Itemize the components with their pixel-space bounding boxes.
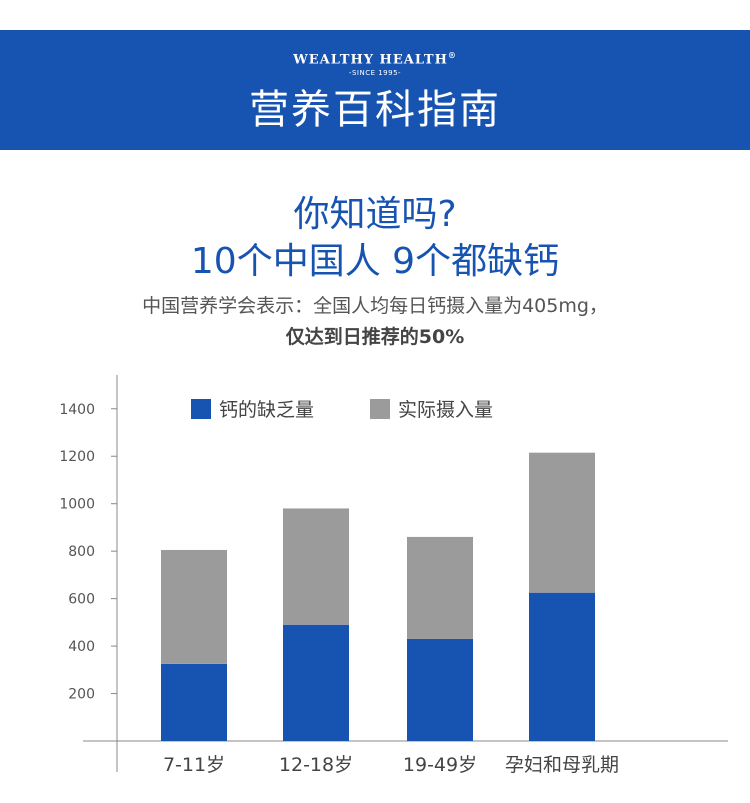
bar-intake-3 (407, 536, 473, 639)
bar-deficiency-3 (407, 638, 473, 741)
subtitle-line-2: 仅达到日推荐的50% (285, 326, 465, 348)
y-tick-label: 1200 (59, 449, 95, 465)
y-tick-label: 1400 (59, 402, 95, 418)
bar-deficiency-4 (529, 592, 595, 741)
legend-label: 实际摄入量 (398, 399, 493, 421)
banner-title: 营养百科指南 (249, 87, 501, 133)
legend-swatch (370, 399, 390, 419)
headline-question: 你知道吗? (293, 194, 457, 235)
subtitle-line-1: 中国营养学会表示：全国人均每日钙摄入量为405mg， (142, 295, 608, 317)
brand-logo: WEALTHY HEALTH® (0, 50, 750, 67)
brand-since: -SINCE 1995- (348, 69, 402, 77)
y-tick-label: 200 (68, 687, 95, 703)
bar-intake-1 (161, 549, 227, 664)
y-tick-label: 400 (68, 639, 95, 655)
headline-statement: 10个中国人 9个都缺钙 (190, 241, 560, 282)
header-banner (0, 30, 750, 150)
x-tick-label: 12-18岁 (279, 754, 353, 776)
bar-deficiency-1 (161, 663, 227, 741)
x-tick-label: 7-11岁 (163, 754, 225, 776)
y-tick-label: 600 (68, 592, 95, 608)
x-tick-label: 孕妇和母乳期 (505, 754, 619, 776)
brand-name: WEALTHY HEALTH (293, 52, 448, 68)
bar-deficiency-2 (283, 624, 349, 741)
legend-label: 钙的缺乏量 (219, 399, 314, 421)
bar-intake-4 (529, 452, 595, 593)
registered-mark: ® (447, 50, 457, 60)
y-tick-label: 800 (68, 544, 95, 560)
y-tick-label: 1000 (59, 497, 95, 513)
x-tick-label: 19-49岁 (403, 754, 477, 776)
bar-intake-2 (283, 508, 349, 625)
legend-swatch (191, 399, 211, 419)
